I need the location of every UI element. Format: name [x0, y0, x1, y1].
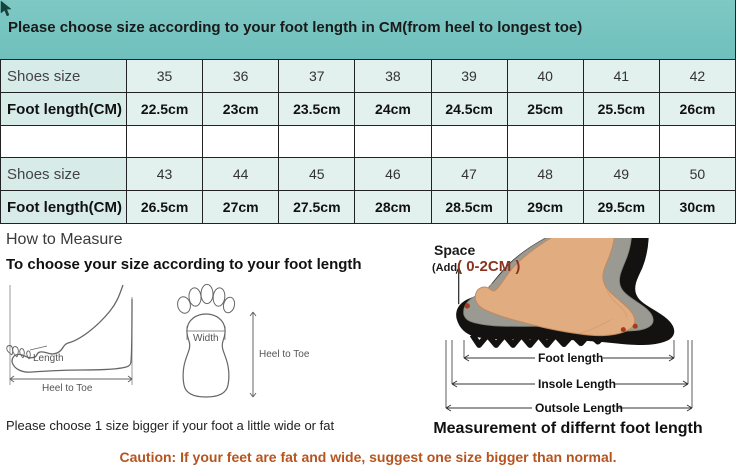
svg-text:Width: Width: [193, 333, 219, 344]
svg-text:Foot length: Foot length: [538, 351, 603, 365]
svg-text:Heel to Toe: Heel to Toe: [42, 383, 93, 394]
svg-text:Length: Length: [33, 353, 64, 364]
svg-text:Insole Length: Insole Length: [538, 377, 616, 391]
svg-text:Outsole Length: Outsole Length: [535, 401, 623, 415]
svg-text:Heel to Toe: Heel to Toe: [259, 349, 310, 360]
